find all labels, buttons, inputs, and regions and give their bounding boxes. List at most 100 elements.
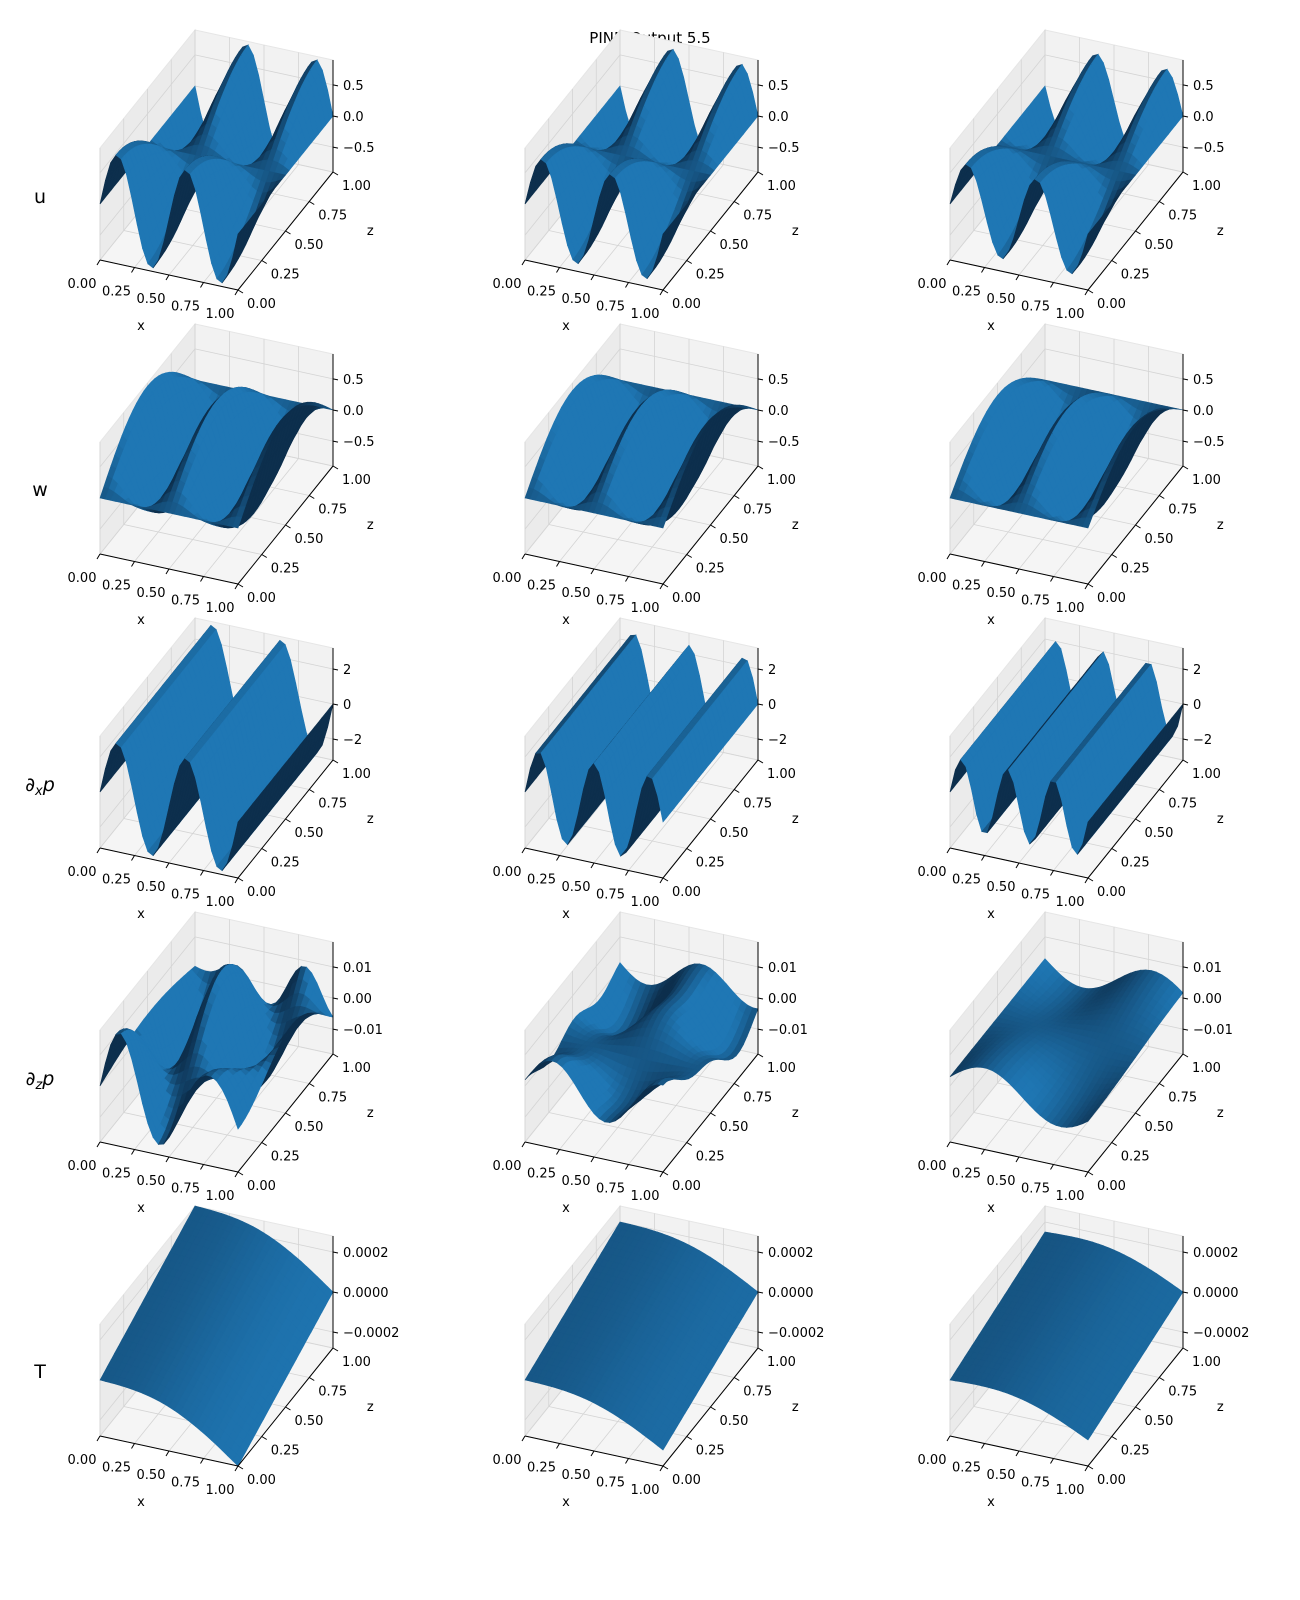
- value-tick: [1182, 440, 1189, 443]
- z-tick: [662, 289, 669, 294]
- value-tick: [332, 115, 339, 118]
- z-tick-label: 0.75: [743, 503, 772, 518]
- x-tick: [1050, 282, 1054, 288]
- z-tick: [261, 554, 268, 558]
- value-tick: [332, 409, 339, 412]
- gridline: [99, 54, 196, 174]
- x-tick: [590, 568, 595, 575]
- z-tick-label: 0.25: [696, 562, 725, 577]
- x-tick: [234, 583, 239, 590]
- z-tick-label: 0.75: [743, 209, 772, 224]
- x-tick-label: 0.25: [102, 579, 131, 594]
- z-tick: [710, 524, 716, 529]
- x-tick-label: 0.25: [527, 285, 556, 300]
- x-tick: [981, 561, 985, 567]
- panel-grid: 0.00 0.25 0.50 0.75 1.00 x 0.00 0.25 0.50 0.75 1.0…: [68, 28, 1249, 1510]
- z-tick: [332, 171, 339, 176]
- z-tick: [261, 260, 268, 264]
- z-tick: [686, 260, 693, 264]
- z-tick: [237, 289, 244, 294]
- x-tick: [200, 282, 204, 288]
- z-tick: [757, 171, 764, 176]
- z-tick: [1182, 171, 1189, 176]
- z-axis-label: z: [792, 224, 799, 239]
- z-tick-label: 0.75: [1168, 503, 1197, 518]
- x-tick-label: 0.75: [1021, 300, 1050, 315]
- z-tick: [1087, 583, 1094, 588]
- x-tick-label: 0.50: [137, 586, 166, 601]
- x-tick: [521, 553, 526, 560]
- z-tick: [285, 230, 291, 235]
- panel-0-0: 0.00 0.25 0.50 0.75 1.00x0.000.250.500.751.0…: [68, 28, 375, 334]
- panel-0-1: 0.00 0.25 0.50 0.75 1.00x0.000.250.500.751.0…: [493, 28, 800, 334]
- z-tick-label: 0.50: [295, 238, 324, 253]
- x-tick: [200, 576, 204, 582]
- x-tick: [96, 259, 101, 266]
- row-label-1: w: [32, 479, 48, 501]
- z-tick-label: 0.50: [1145, 238, 1174, 253]
- x-tick-label: 1.00: [1056, 307, 1085, 322]
- surface-patch: [232, 229, 242, 258]
- panel-1-1: 0.00 0.25 0.50 0.75 1.00x0.000.250.500.751.0…: [493, 322, 800, 628]
- panel-2-0: 0.00 0.25 0.50 0.75 1.00x0.000.250.500.751.0…: [68, 616, 374, 922]
- x-tick-label: 0.50: [987, 586, 1016, 601]
- value-tick-label: 0.5: [768, 79, 789, 94]
- z-tick: [733, 495, 740, 499]
- x-tick-label: 1.00: [631, 601, 660, 616]
- z-tick: [308, 495, 315, 499]
- z-axis-label: z: [1217, 518, 1224, 533]
- value-tick-label: −0.5: [1193, 435, 1225, 450]
- z-tick-label: 0.75: [1168, 209, 1197, 224]
- x-axis-label: x: [987, 319, 995, 334]
- z-tick-label: 0.50: [295, 532, 324, 547]
- x-axis-label: x: [562, 319, 570, 334]
- z-tick: [1182, 465, 1189, 470]
- value-tick: [1182, 146, 1189, 149]
- z-tick: [662, 583, 669, 588]
- value-tick-label: 0.5: [343, 373, 364, 388]
- x-tick-label: 0.75: [1021, 594, 1050, 609]
- x-tick: [1084, 583, 1089, 590]
- value-tick-label: 0.5: [768, 373, 789, 388]
- value-tick-label: 0.5: [1193, 79, 1214, 94]
- x-tick: [946, 553, 951, 560]
- z-tick: [710, 230, 716, 235]
- value-tick: [1182, 84, 1189, 87]
- value-tick-label: −0.5: [768, 141, 800, 156]
- z-tick: [1111, 554, 1118, 558]
- z-tick-label: 0.50: [1145, 532, 1174, 547]
- z-tick: [1087, 289, 1094, 294]
- z-tick-label: 1.00: [1192, 473, 1221, 488]
- x-tick-label: 0.50: [562, 586, 591, 601]
- value-tick-label: −0.5: [768, 435, 800, 450]
- z-tick-label: 0.00: [247, 297, 276, 312]
- x-tick-label: 0.75: [596, 300, 625, 315]
- z-tick: [332, 465, 339, 470]
- z-tick: [757, 465, 764, 470]
- value-tick-label: −0.5: [343, 141, 375, 156]
- z-tick-label: 0.75: [318, 503, 347, 518]
- x-tick-label: 1.00: [631, 307, 660, 322]
- z-tick-label: 0.25: [271, 268, 300, 283]
- value-tick: [757, 84, 764, 87]
- x-tick: [946, 259, 951, 266]
- z-tick: [308, 201, 315, 205]
- x-axis-label: x: [987, 613, 995, 628]
- x-tick-label: 0.50: [562, 292, 591, 307]
- z-tick-label: 0.25: [696, 268, 725, 283]
- x-tick: [625, 576, 629, 582]
- z-tick-label: 0.00: [672, 591, 701, 606]
- x-tick: [1050, 576, 1054, 582]
- panel-1-0: 0.00 0.25 0.50 0.75 1.00x0.000.250.500.751.0…: [68, 322, 375, 628]
- z-tick: [733, 201, 740, 205]
- z-tick-label: 0.25: [271, 562, 300, 577]
- z-tick: [1135, 230, 1141, 235]
- panel-0-2: 0.00 0.25 0.50 0.75 1.00x0.000.250.500.751.0…: [918, 28, 1225, 334]
- panel-1-2: 0.00 0.25 0.50 0.75 1.00x0.000.250.500.751.0…: [918, 322, 1225, 628]
- row-label-2: ∂xp: [25, 774, 55, 799]
- value-tick-label: 0.0: [768, 404, 789, 419]
- x-tick-label: 0.25: [527, 579, 556, 594]
- value-tick: [757, 115, 764, 118]
- x-tick: [96, 553, 101, 560]
- x-tick: [1015, 568, 1020, 575]
